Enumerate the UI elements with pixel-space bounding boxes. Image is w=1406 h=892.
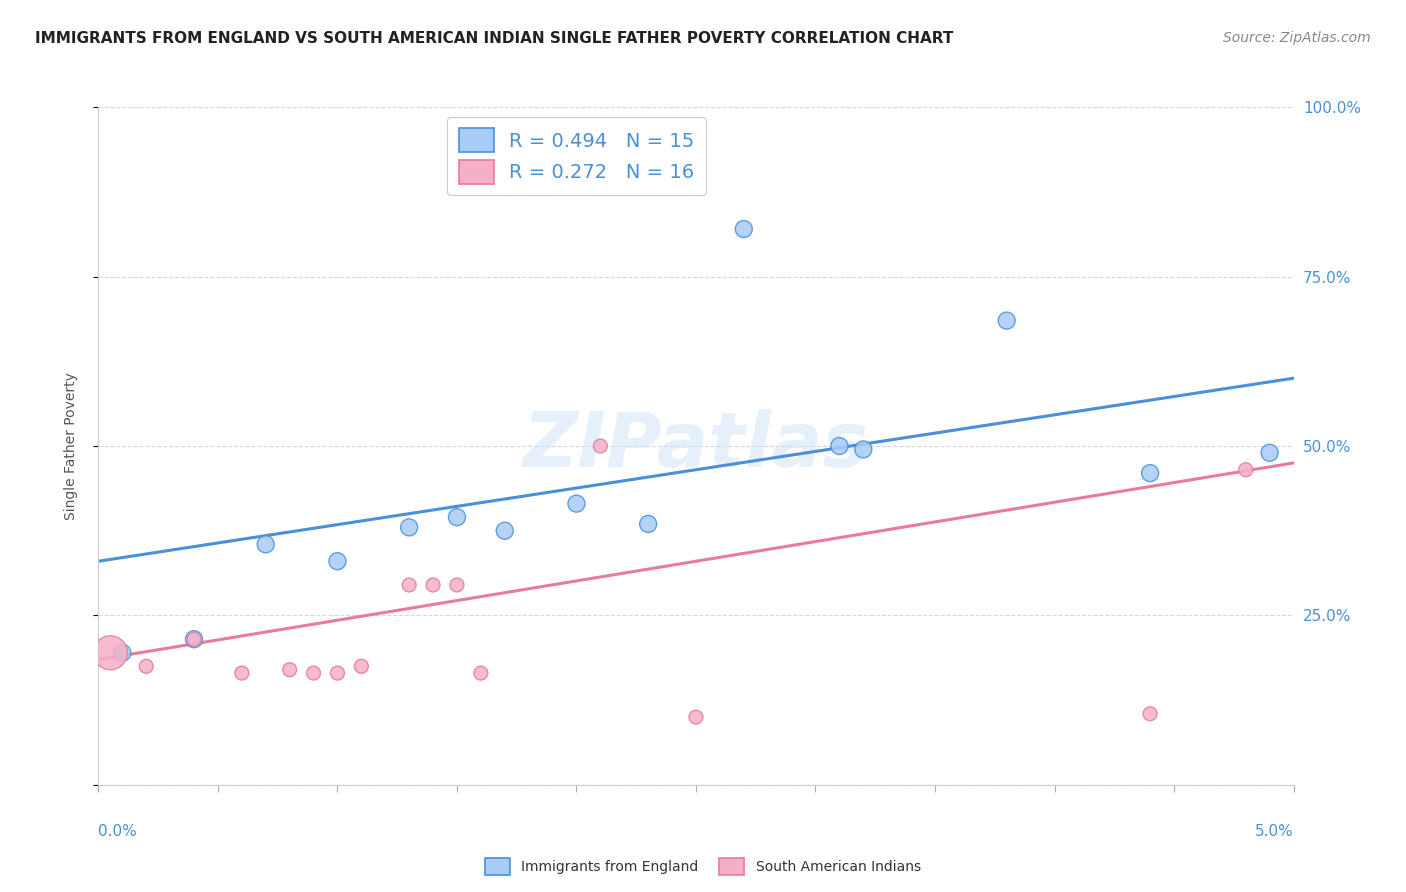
Point: [446, 578, 468, 592]
Point: [995, 313, 1018, 327]
Point: [589, 439, 612, 453]
Text: Source: ZipAtlas.com: Source: ZipAtlas.com: [1223, 31, 1371, 45]
Point: [98, 646, 122, 660]
Point: [278, 663, 301, 677]
Text: 0.0%: 0.0%: [98, 824, 138, 838]
Point: [183, 632, 205, 647]
Point: [183, 632, 205, 647]
Point: [350, 659, 373, 673]
Point: [852, 442, 875, 457]
Point: [1139, 466, 1161, 480]
Y-axis label: Single Father Poverty: Single Father Poverty: [63, 372, 77, 520]
Point: [398, 578, 420, 592]
Point: [1234, 463, 1257, 477]
Point: [135, 659, 157, 673]
Point: [637, 516, 659, 531]
Point: [685, 710, 707, 724]
Point: [494, 524, 516, 538]
Point: [565, 497, 588, 511]
Point: [254, 537, 277, 551]
Point: [111, 646, 134, 660]
Point: [1258, 446, 1281, 460]
Point: [1139, 706, 1161, 721]
Point: [733, 222, 755, 236]
Point: [326, 554, 349, 568]
Point: [231, 666, 253, 681]
Text: 5.0%: 5.0%: [1254, 824, 1294, 838]
Point: [326, 666, 349, 681]
Text: IMMIGRANTS FROM ENGLAND VS SOUTH AMERICAN INDIAN SINGLE FATHER POVERTY CORRELATI: IMMIGRANTS FROM ENGLAND VS SOUTH AMERICA…: [35, 31, 953, 46]
Point: [446, 510, 468, 524]
Legend: R = 0.494   N = 15, R = 0.272   N = 16: R = 0.494 N = 15, R = 0.272 N = 16: [447, 117, 706, 195]
Point: [398, 520, 420, 534]
Legend: Immigrants from England, South American Indians: Immigrants from England, South American …: [479, 853, 927, 880]
Point: [828, 439, 851, 453]
Point: [422, 578, 444, 592]
Text: ZIPatlas: ZIPatlas: [523, 409, 869, 483]
Point: [302, 666, 325, 681]
Point: [470, 666, 492, 681]
